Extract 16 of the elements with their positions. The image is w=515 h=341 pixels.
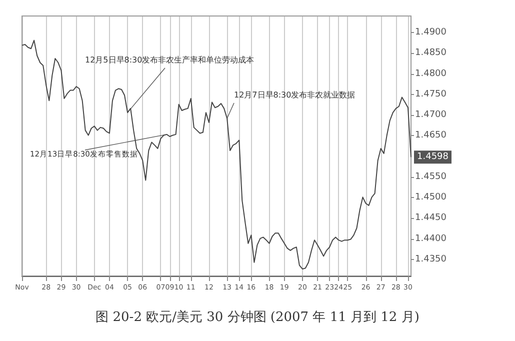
line-series <box>22 40 412 270</box>
y-tick-label: 1.4650 <box>415 130 447 141</box>
y-tick-label: 1.4450 <box>415 213 447 224</box>
y-tick-label: 1.4750 <box>415 89 447 100</box>
data-label: 1.4598 <box>417 152 449 162</box>
annotation: 12月5日早8:30发布非农生产率和单位劳动成本 <box>85 56 254 64</box>
y-tick-label: 1.4700 <box>415 110 447 120</box>
y-tick-label: 1.4350 <box>415 254 447 264</box>
y-tick-label: 1.4800 <box>415 68 447 79</box>
y-tick-label: 1.4500 <box>415 192 447 203</box>
y-tick-label: 1.4850 <box>415 48 447 58</box>
annotation: 12月7日早8:30发布非农就业数据 <box>234 90 356 100</box>
text: 图 20-2 欧元/美元 30 分钟图 (2007 年 11 月到 12 月) <box>96 309 420 325</box>
y-tick-label: 1.4400 <box>415 234 447 244</box>
y-tick-label: 1.4550 <box>415 172 447 182</box>
y-tick-label: 1.4900 <box>415 28 447 38</box>
